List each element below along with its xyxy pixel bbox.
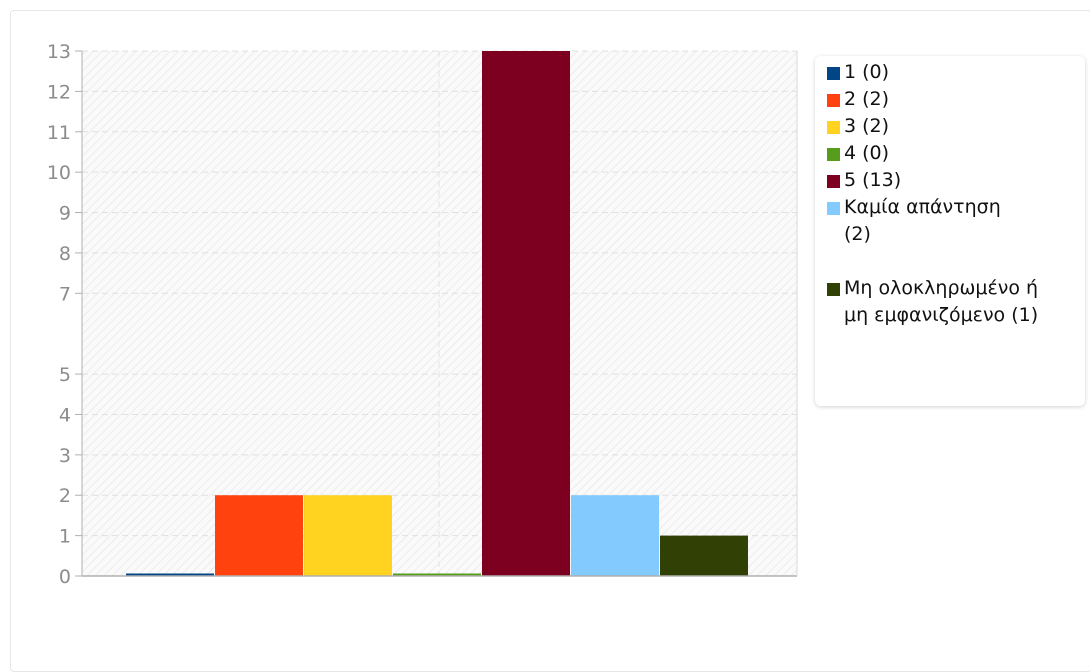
bar-5[interactable]: [482, 51, 570, 576]
bar-7[interactable]: [660, 535, 748, 576]
legend-label-4: 4 (0): [844, 142, 890, 164]
y-tick-label: 2: [59, 485, 71, 507]
y-tick-label: 10: [47, 162, 71, 184]
legend-label-incomplete: Μη ολοκληρωμένο ή μη εμφανιζόμενο (1): [844, 277, 1039, 326]
y-tick-label: 8: [59, 243, 71, 265]
bar-4[interactable]: [393, 573, 481, 577]
legend-label-no-answer: Καμία απάντηση (2): [844, 196, 1001, 245]
bars: [126, 51, 748, 576]
legend-swatch-4: [827, 148, 840, 161]
bar-6[interactable]: [571, 495, 659, 576]
grid: [82, 50, 797, 537]
legend-swatch-3: [827, 121, 840, 134]
legend-item-4: 4 (0): [827, 140, 1077, 167]
bar-2[interactable]: [215, 495, 303, 576]
legend-item-1: 1 (0): [827, 59, 1077, 86]
bar-3[interactable]: [304, 495, 392, 576]
legend-item-no-answer: Καμία απάντηση (2): [827, 194, 1007, 248]
legend-swatch-incomplete: [827, 283, 840, 296]
legend-swatch-no-answer: [827, 202, 840, 215]
legend-item-3: 3 (2): [827, 113, 1077, 140]
legend-label-1: 1 (0): [844, 61, 890, 83]
y-tick-label: 0: [59, 566, 71, 588]
y-tick-label: 3: [59, 445, 71, 467]
legend: 1 (0) 2 (2) 3 (2) 4 (0) 5 (13) Καμία απά…: [815, 56, 1085, 406]
y-tick-label: 12: [47, 81, 71, 103]
legend-swatch-2: [827, 94, 840, 107]
y-tick-label: 13: [47, 41, 71, 63]
legend-swatch-5: [827, 175, 840, 188]
bar-1[interactable]: [126, 573, 214, 577]
y-tick-label: 7: [59, 283, 71, 305]
y-tick-label: 5: [59, 364, 71, 386]
y-tick-label: 11: [47, 122, 71, 144]
y-tick-label: 4: [59, 404, 71, 426]
legend-label-3: 3 (2): [844, 115, 890, 137]
legend-label-5: 5 (13): [844, 169, 902, 191]
legend-item-5: 5 (13): [827, 167, 1077, 194]
legend-item-incomplete: Μη ολοκληρωμένο ή μη εμφανιζόμενο (1): [827, 275, 1067, 329]
y-tick-label: 9: [59, 203, 71, 225]
y-tick-label: 1: [59, 526, 71, 548]
legend-label-2: 2 (2): [844, 88, 890, 110]
legend-item-2: 2 (2): [827, 86, 1077, 113]
legend-swatch-1: [827, 67, 840, 80]
